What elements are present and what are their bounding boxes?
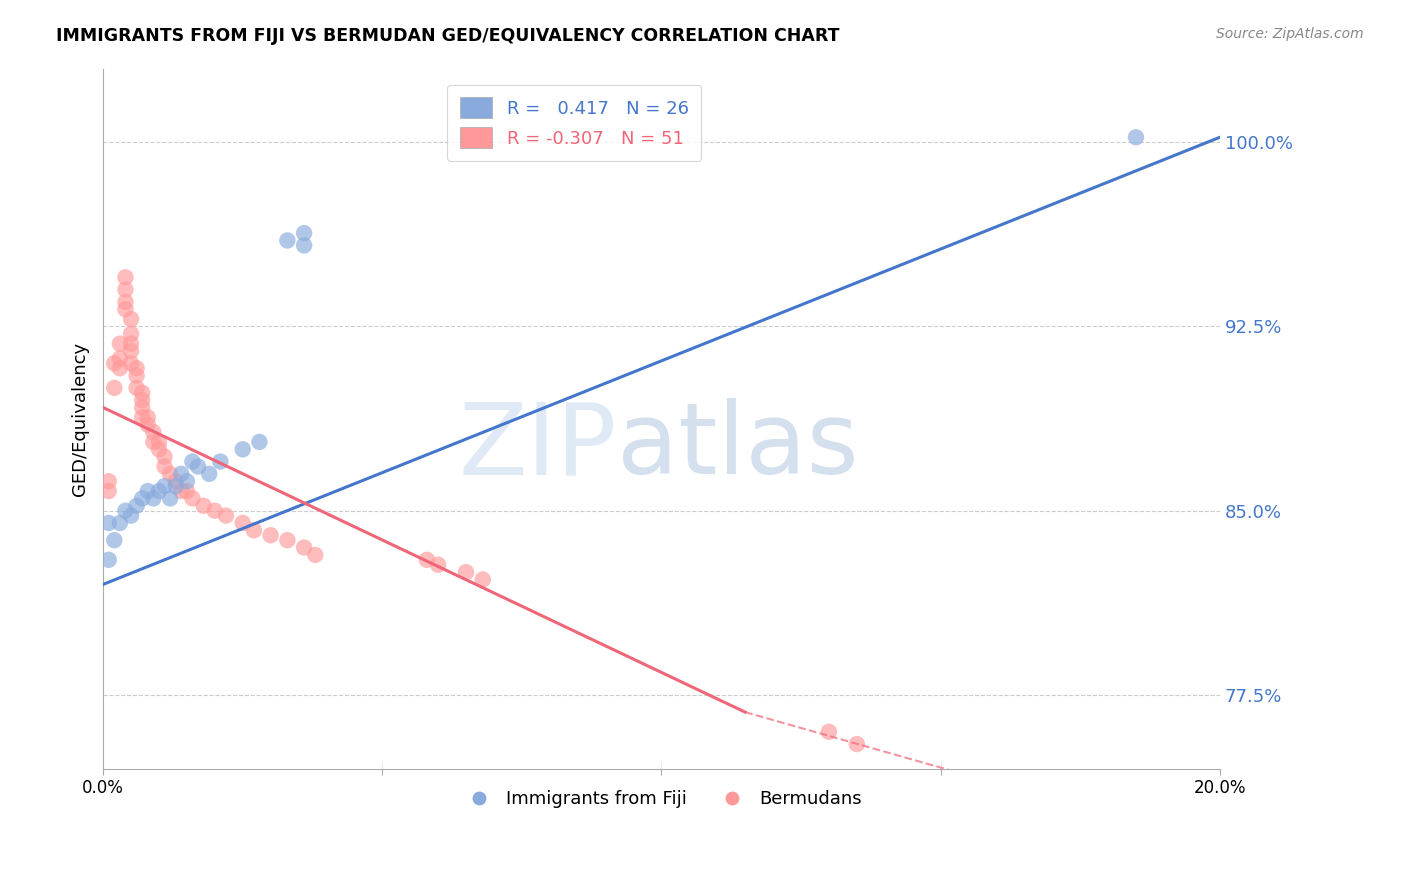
Point <box>276 533 298 548</box>
Legend: Immigrants from Fiji, Bermudans: Immigrants from Fiji, Bermudans <box>454 783 869 815</box>
Point <box>108 516 131 530</box>
Y-axis label: GED/Equivalency: GED/Equivalency <box>72 342 89 496</box>
Point <box>136 484 159 499</box>
Point <box>114 294 136 309</box>
Point <box>108 361 131 376</box>
Point <box>120 508 142 523</box>
Point <box>114 270 136 285</box>
Point <box>170 484 193 499</box>
Point <box>170 467 193 481</box>
Point <box>204 504 226 518</box>
Point <box>103 533 125 548</box>
Point <box>125 381 148 395</box>
Text: atlas: atlas <box>617 398 859 495</box>
Point <box>97 516 120 530</box>
Point <box>159 467 181 481</box>
Point <box>131 401 153 415</box>
Point <box>304 548 326 562</box>
Point <box>276 234 298 248</box>
Point <box>209 454 232 468</box>
Point <box>153 459 176 474</box>
Point <box>97 474 120 488</box>
Point <box>136 410 159 425</box>
Point <box>215 508 238 523</box>
Point <box>131 393 153 408</box>
Point <box>120 326 142 341</box>
Point <box>142 434 165 449</box>
Text: IMMIGRANTS FROM FIJI VS BERMUDAN GED/EQUIVALENCY CORRELATION CHART: IMMIGRANTS FROM FIJI VS BERMUDAN GED/EQU… <box>56 27 839 45</box>
Point <box>181 491 204 506</box>
Point <box>153 450 176 464</box>
Point <box>97 553 120 567</box>
Point <box>125 368 148 383</box>
Point <box>416 553 439 567</box>
Point <box>159 491 181 506</box>
Point <box>148 442 170 457</box>
Point <box>292 226 315 240</box>
Point <box>131 385 153 400</box>
Point <box>845 737 868 751</box>
Point <box>120 336 142 351</box>
Point <box>142 491 165 506</box>
Point <box>114 302 136 317</box>
Point <box>243 524 266 538</box>
Point <box>120 356 142 370</box>
Point <box>136 417 159 432</box>
Point <box>249 434 271 449</box>
Point <box>142 425 165 439</box>
Point <box>120 312 142 326</box>
Point <box>165 474 187 488</box>
Point <box>148 484 170 499</box>
Point <box>427 558 450 572</box>
Point <box>818 724 841 739</box>
Point <box>176 474 198 488</box>
Point <box>1125 130 1147 145</box>
Point <box>108 351 131 366</box>
Point <box>471 573 494 587</box>
Point <box>148 434 170 449</box>
Point <box>114 283 136 297</box>
Point <box>103 356 125 370</box>
Point <box>125 499 148 513</box>
Point <box>165 479 187 493</box>
Text: Source: ZipAtlas.com: Source: ZipAtlas.com <box>1216 27 1364 41</box>
Point <box>259 528 281 542</box>
Point <box>181 454 204 468</box>
Point <box>198 467 221 481</box>
Point <box>232 516 254 530</box>
Point <box>114 504 136 518</box>
Point <box>120 344 142 359</box>
Point <box>454 565 477 579</box>
Point <box>131 491 153 506</box>
Point <box>131 410 153 425</box>
Point <box>292 541 315 555</box>
Point <box>176 484 198 499</box>
Text: ZIP: ZIP <box>458 398 617 495</box>
Point <box>232 442 254 457</box>
Point <box>153 479 176 493</box>
Point <box>187 459 209 474</box>
Point <box>193 499 215 513</box>
Point <box>125 361 148 376</box>
Point <box>108 336 131 351</box>
Point <box>103 381 125 395</box>
Point <box>292 238 315 252</box>
Point <box>97 484 120 499</box>
